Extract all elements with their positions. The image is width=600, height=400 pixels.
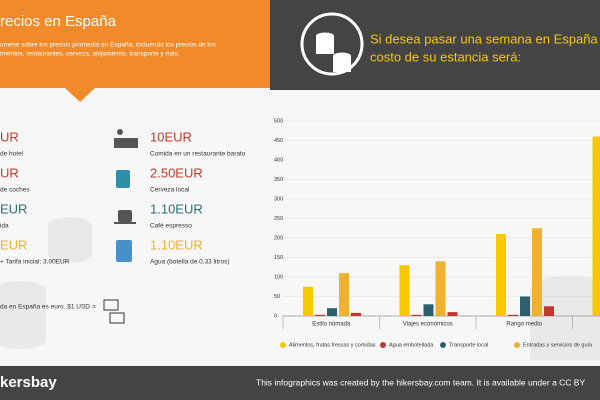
bar: [315, 314, 325, 316]
legend-label: Alimentos, frutas frescas y comidas: [289, 342, 376, 348]
price-label: Agua (botella de 0,33 litros): [150, 259, 230, 266]
price: 1.10EUR: [150, 201, 203, 216]
right-heading: costo de su estancia será:: [370, 49, 521, 64]
bar: [496, 234, 506, 316]
price-label: Comida en un restaurante barato: [150, 151, 246, 158]
price: EUR: [0, 237, 27, 252]
bar: [423, 304, 434, 316]
legend-label: Agua embotellada: [389, 342, 434, 348]
left-header: [0, 0, 270, 102]
price-label: Cerveza local: [150, 187, 190, 194]
bar: [435, 261, 446, 316]
y-tick-label: 350: [274, 177, 283, 183]
right-heading: Si desea pasar una semana en España: [370, 31, 598, 46]
price-label: + Tarifa inicial: 3.00EUR: [0, 259, 70, 266]
y-tick-label: 50: [274, 294, 280, 300]
y-tick-label: 400: [274, 157, 283, 163]
bar: [508, 314, 518, 316]
money-icon: [109, 312, 125, 324]
intro-line: omese sobre los precios promedio en Espa…: [0, 42, 216, 49]
price: UR: [0, 165, 19, 180]
legend-marker: [440, 342, 446, 348]
item-icons: [114, 129, 138, 262]
money-icon: [103, 299, 119, 311]
y-tick-label: 200: [274, 235, 283, 241]
legend-marker: [380, 342, 386, 348]
legend-label: Transporte local: [449, 342, 488, 348]
bar: [447, 312, 458, 316]
currency-note: da en España es euro. $1 USD =: [0, 304, 96, 311]
price: 1.10EUR: [150, 237, 203, 252]
y-tick-label: 0: [274, 313, 277, 319]
footer-brand: kersbay: [0, 374, 57, 391]
price-label: Café espresso: [150, 223, 192, 230]
price: 2.50EUR: [150, 165, 203, 180]
bar: [399, 265, 410, 316]
price: UR: [0, 129, 19, 144]
coins-icon: [300, 12, 364, 76]
bar: [327, 308, 337, 316]
y-tick-label: 250: [274, 216, 283, 222]
price-label: de hotel: [0, 151, 24, 158]
intro-line: imentos, restaurantes, cerveza, alojamie…: [0, 51, 180, 58]
x-tick-label: Estilo nómada: [312, 322, 351, 328]
legend-label: Entradas y servicios de guía: [523, 342, 593, 348]
bar: [351, 312, 361, 316]
bar: [544, 306, 554, 316]
bar: [303, 286, 313, 316]
legend-marker: [280, 342, 286, 348]
y-tick-label: 100: [274, 274, 283, 280]
x-tick-label: Viajes económicos: [403, 322, 453, 328]
footer: [0, 366, 600, 400]
footer-credit: This infographics was created by the hik…: [256, 377, 585, 387]
y-tick-label: 300: [274, 196, 283, 202]
legend-marker: [514, 342, 520, 348]
y-tick-label: 500: [274, 118, 283, 124]
y-tick-label: 450: [274, 138, 283, 144]
price: EUR: [0, 201, 27, 216]
x-tick-label: Rango medio: [506, 322, 542, 328]
bar: [532, 228, 542, 316]
y-tick-label: 150: [274, 255, 283, 261]
bar: [339, 273, 349, 316]
price: 10EUR: [150, 129, 192, 144]
left-title: recios en España: [0, 13, 117, 30]
bar: [411, 314, 422, 316]
bar: [592, 136, 600, 316]
price-label: ida: [0, 223, 9, 230]
bar: [520, 296, 530, 316]
price-label: de coches: [0, 187, 30, 194]
